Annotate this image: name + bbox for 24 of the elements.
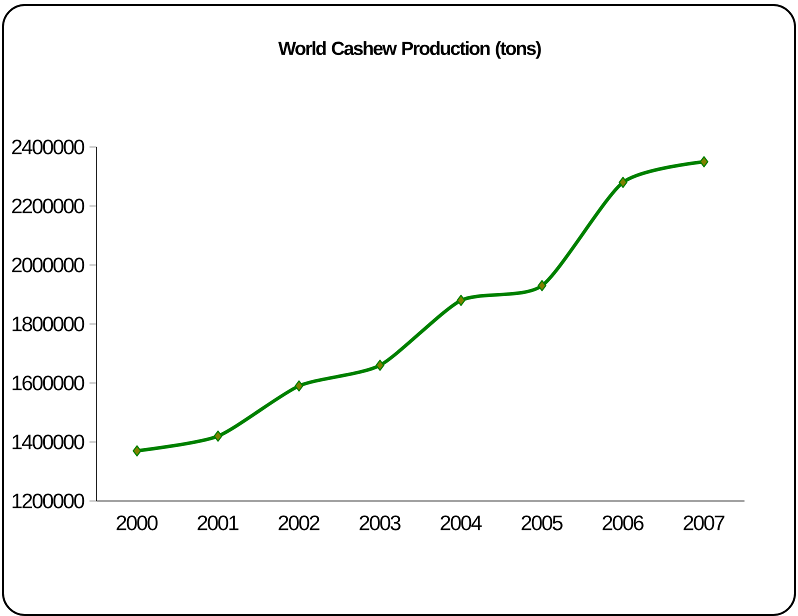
x-tick-label: 2001 — [198, 516, 238, 530]
point — [700, 156, 708, 168]
point — [456, 294, 466, 306]
y-tick-label: 2400000 — [12, 140, 84, 154]
y-tick-label: 2000000 — [12, 258, 84, 272]
x-tick-label: 2000 — [116, 516, 158, 530]
x-tick-label: 2007 — [684, 516, 724, 530]
chart-title: World Cashew Production (tons) — [278, 41, 541, 59]
x-tick-label: 2005 — [522, 516, 563, 530]
x-tick-label: 2006 — [602, 516, 644, 530]
point — [132, 445, 142, 456]
point — [294, 380, 304, 392]
x-tick-label: 2002 — [278, 516, 320, 530]
x-tick-label: 2003 — [360, 516, 400, 530]
x-tick-label: 2004 — [440, 516, 482, 530]
y-tick-label: 1600000 — [12, 376, 84, 390]
point — [618, 176, 628, 188]
y-tick-label: 2200000 — [12, 198, 84, 214]
point — [376, 360, 384, 371]
point — [538, 280, 546, 292]
y-tick-label: 1200000 — [12, 494, 84, 508]
y-tick-label: 1800000 — [12, 316, 84, 332]
y-tick-label: 1400000 — [12, 434, 84, 450]
point — [214, 430, 222, 442]
